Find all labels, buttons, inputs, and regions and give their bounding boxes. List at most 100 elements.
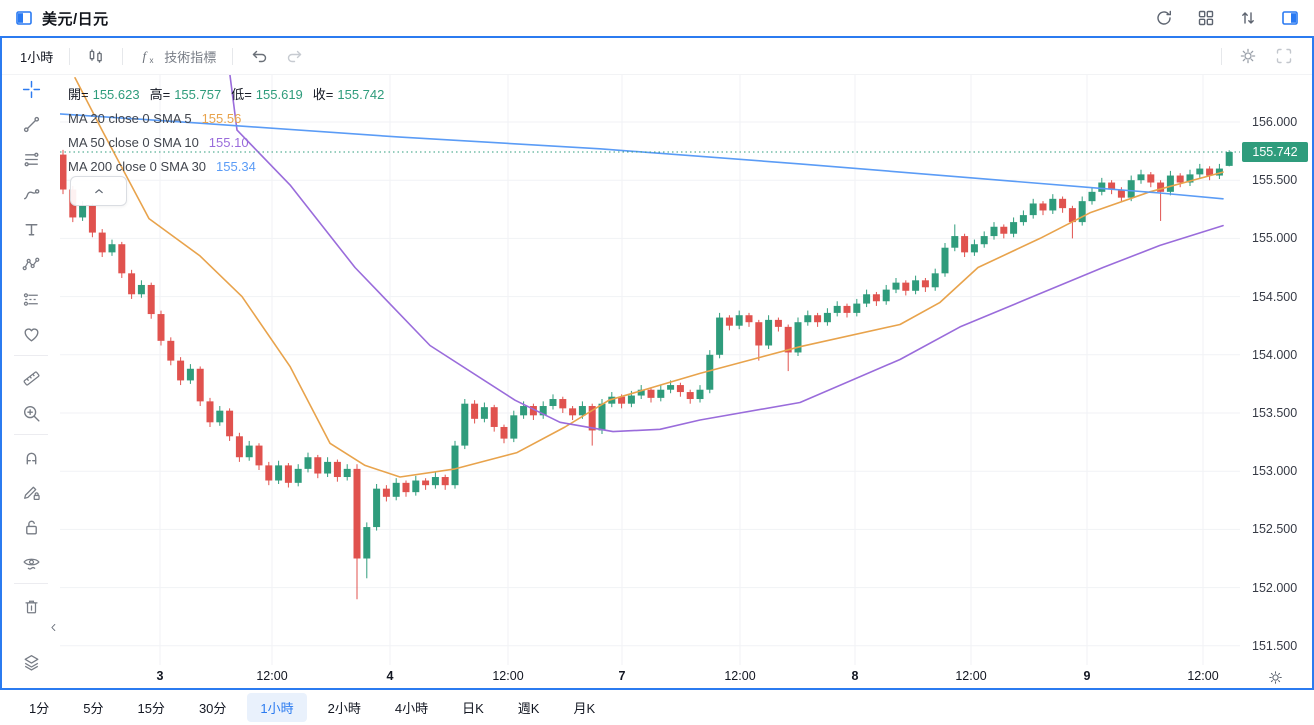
timeframe-30分[interactable]: 30分 bbox=[186, 693, 239, 722]
timeframe-月K[interactable]: 月K bbox=[560, 693, 608, 722]
theme-sun-icon[interactable] bbox=[1267, 669, 1284, 686]
sidebar-tool-delete[interactable] bbox=[2, 592, 60, 620]
undo-icon bbox=[249, 46, 269, 66]
symbol-title: 美元/日元 bbox=[42, 10, 109, 28]
sidebar-tool-trend-line[interactable] bbox=[2, 110, 60, 138]
axis-corner bbox=[1240, 665, 1310, 689]
symbol-icon bbox=[14, 8, 34, 28]
chevron-left-icon bbox=[48, 622, 59, 633]
sidebar-tool-templates[interactable] bbox=[2, 648, 60, 676]
sidebar-tool-crosshair[interactable] bbox=[2, 75, 60, 103]
gear-icon bbox=[1238, 46, 1258, 66]
price-axis[interactable]: 156.000 155.500 155.000 154.500 154.000 153.5… bbox=[1240, 75, 1310, 665]
sidebar-tool-measure[interactable] bbox=[2, 364, 60, 392]
time-tick: 9 bbox=[1083, 669, 1091, 683]
ma-line-sma-30 bbox=[60, 113, 1224, 200]
timeframe-bar: 1分 5分 15分 30分 1小時 2小時 4小時 日K 週K 月K bbox=[0, 690, 1314, 725]
toolbar-divider bbox=[232, 47, 234, 65]
sidebar-divider bbox=[14, 434, 48, 435]
timeframe-4小時[interactable]: 4小時 bbox=[382, 693, 441, 722]
time-tick: 7 bbox=[618, 669, 626, 683]
sort-icon[interactable] bbox=[1238, 8, 1258, 28]
timeframe-週K[interactable]: 週K bbox=[505, 693, 553, 722]
sidebar-tool-magnet[interactable] bbox=[2, 443, 60, 471]
sidebar-tool-projection[interactable] bbox=[2, 285, 60, 313]
chart-settings-button[interactable] bbox=[1230, 42, 1266, 70]
trendline-icon bbox=[21, 114, 42, 135]
time-tick: 12:00 bbox=[256, 669, 288, 683]
price-tick: 154.000 bbox=[1252, 347, 1298, 362]
layout-grid-icon[interactable] bbox=[1196, 8, 1216, 28]
time-tick: 12:00 bbox=[1187, 669, 1219, 683]
timeframe-1小時[interactable]: 1小時 bbox=[247, 693, 307, 722]
sidebar-tool-hide-drawings[interactable] bbox=[2, 548, 60, 576]
fullscreen-icon bbox=[1274, 46, 1294, 66]
time-tick: 3 bbox=[156, 669, 164, 683]
brush-icon bbox=[21, 184, 42, 205]
interval-button[interactable]: 1小時 bbox=[12, 43, 61, 70]
refresh-icon[interactable] bbox=[1154, 8, 1174, 28]
price-tick: 151.500 bbox=[1252, 638, 1298, 653]
sidebar-tool-fib-retracement[interactable] bbox=[2, 145, 60, 173]
time-tick: 8 bbox=[851, 669, 859, 683]
redo-icon bbox=[285, 46, 305, 66]
sidebar-tool-drawing-lock[interactable] bbox=[2, 478, 60, 506]
heart-icon bbox=[21, 324, 42, 345]
grid bbox=[60, 75, 1240, 665]
trash-icon bbox=[21, 596, 42, 617]
svg-text:f: f bbox=[143, 49, 149, 64]
sidebar-tool-text[interactable] bbox=[2, 215, 60, 243]
eye-icon bbox=[21, 552, 42, 573]
sidebar-tool-xabcd-pattern[interactable] bbox=[2, 250, 60, 278]
pencil-lock-icon bbox=[21, 482, 42, 503]
ruler-icon bbox=[21, 368, 42, 389]
chart-type-button[interactable] bbox=[78, 42, 114, 70]
magnet-icon bbox=[21, 447, 42, 468]
sidebar-tool-emoji[interactable] bbox=[2, 320, 60, 348]
candles-icon bbox=[86, 46, 106, 66]
price-tick: 152.500 bbox=[1252, 522, 1298, 537]
zoomin-icon bbox=[21, 403, 42, 424]
timeframe-5分[interactable]: 5分 bbox=[70, 693, 116, 722]
position-icon bbox=[21, 289, 42, 310]
time-axis[interactable]: 3 12:00 4 12:00 7 12:00 8 12:00 9 12:00 bbox=[60, 665, 1240, 689]
fullscreen-button[interactable] bbox=[1266, 42, 1302, 70]
sidebar-collapse-handle[interactable] bbox=[46, 613, 60, 641]
time-tick: 12:00 bbox=[724, 669, 756, 683]
chevron-up-icon bbox=[91, 183, 107, 199]
sidebar-divider bbox=[14, 583, 48, 584]
layers-icon bbox=[21, 652, 42, 673]
time-tick: 4 bbox=[386, 669, 394, 683]
svg-text:x: x bbox=[150, 56, 154, 65]
sidebar-tool-zoom-in[interactable] bbox=[2, 399, 60, 427]
title-bar-actions bbox=[1154, 8, 1300, 28]
timeframe-15分[interactable]: 15分 bbox=[124, 693, 177, 722]
timeframe-日K[interactable]: 日K bbox=[449, 693, 497, 722]
toolbar-divider bbox=[1221, 47, 1222, 65]
redo-button[interactable] bbox=[277, 42, 313, 70]
sidebar-tool-lock-all[interactable] bbox=[2, 513, 60, 541]
timeframe-2小時[interactable]: 2小時 bbox=[315, 693, 374, 722]
ma-line-sma-5 bbox=[74, 77, 1224, 478]
legend-collapse-button[interactable] bbox=[70, 176, 127, 206]
price-tick: 152.000 bbox=[1252, 580, 1298, 595]
undo-button[interactable] bbox=[241, 42, 277, 70]
candlestick-chart[interactable] bbox=[60, 75, 1240, 665]
time-tick: 12:00 bbox=[955, 669, 987, 683]
price-tick: 153.500 bbox=[1252, 406, 1298, 420]
ma-line-sma-10 bbox=[229, 75, 1224, 433]
toolbar-divider bbox=[122, 47, 124, 65]
pattern-icon bbox=[21, 254, 42, 275]
price-tick: 153.000 bbox=[1252, 464, 1298, 479]
toolbar-divider bbox=[69, 47, 71, 65]
panel-toggle-icon[interactable] bbox=[1280, 8, 1300, 28]
sidebar-tool-brush[interactable] bbox=[2, 180, 60, 208]
timeframe-1分[interactable]: 1分 bbox=[16, 693, 62, 722]
crosshair-icon bbox=[21, 79, 42, 100]
time-tick: 12:00 bbox=[492, 669, 524, 683]
fib-icon bbox=[21, 149, 42, 170]
